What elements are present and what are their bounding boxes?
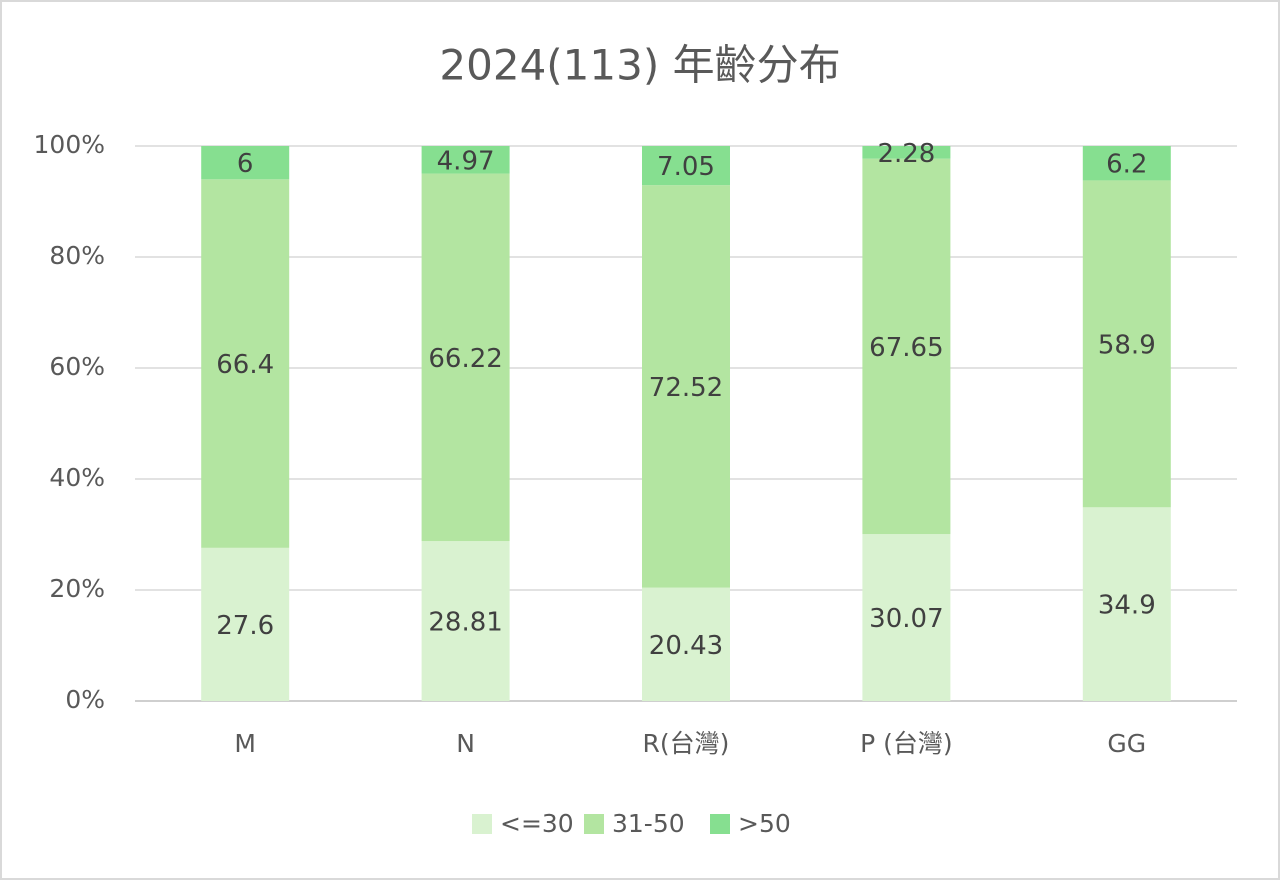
bar-segment	[862, 158, 951, 535]
y-tick-label: 40%	[49, 463, 105, 492]
bar-segment	[201, 146, 290, 180]
bar-segment	[201, 179, 290, 548]
x-tick-label: GG	[1107, 729, 1146, 758]
data-label: 30.07	[869, 604, 943, 634]
y-tick-label: 80%	[49, 241, 105, 270]
legend-label: >50	[738, 809, 791, 838]
bar-segment	[1082, 507, 1171, 701]
y-tick-label: 60%	[49, 352, 105, 381]
data-label: 4.97	[437, 146, 495, 176]
bar-segment	[1082, 146, 1171, 181]
bar-segment	[862, 534, 951, 701]
legend-swatch	[584, 814, 604, 834]
data-label: 28.81	[428, 608, 502, 638]
data-label: 66.22	[428, 344, 502, 374]
data-label: 6	[237, 149, 254, 179]
data-label: 2.28	[877, 139, 935, 169]
x-tick-label: R(台灣)	[643, 729, 730, 758]
bar-segment	[862, 146, 951, 159]
data-label: 66.4	[216, 350, 274, 380]
legend-swatch	[472, 814, 492, 834]
data-label: 27.6	[216, 611, 274, 641]
legend-label: <=30	[500, 809, 574, 838]
bar-segment	[421, 541, 510, 701]
bar-segment	[642, 185, 730, 588]
chart-title: 2024(113) 年齡分布	[439, 41, 840, 90]
bar-segment	[421, 173, 510, 542]
y-tick-label: 0%	[65, 685, 105, 714]
data-label: 72.52	[649, 373, 723, 403]
data-label: 34.9	[1098, 591, 1156, 621]
data-label: 6.2	[1106, 150, 1147, 180]
legend-label: 31-50	[612, 809, 685, 838]
bar-segment	[642, 587, 730, 701]
x-tick-label: N	[456, 729, 475, 758]
bar-segment	[201, 547, 290, 701]
x-tick-label: M	[234, 729, 256, 758]
y-tick-label: 100%	[34, 130, 105, 159]
data-label: 67.65	[869, 333, 943, 363]
data-label: 20.43	[649, 631, 723, 661]
data-label: 7.05	[657, 152, 715, 182]
bar-segment	[642, 146, 730, 186]
legend-swatch	[710, 814, 730, 834]
bar-segment	[1082, 180, 1171, 508]
bar-segment	[421, 146, 510, 174]
x-tick-label: P (台灣)	[860, 729, 953, 758]
data-label: 58.9	[1098, 330, 1156, 360]
y-tick-label: 20%	[49, 574, 105, 603]
